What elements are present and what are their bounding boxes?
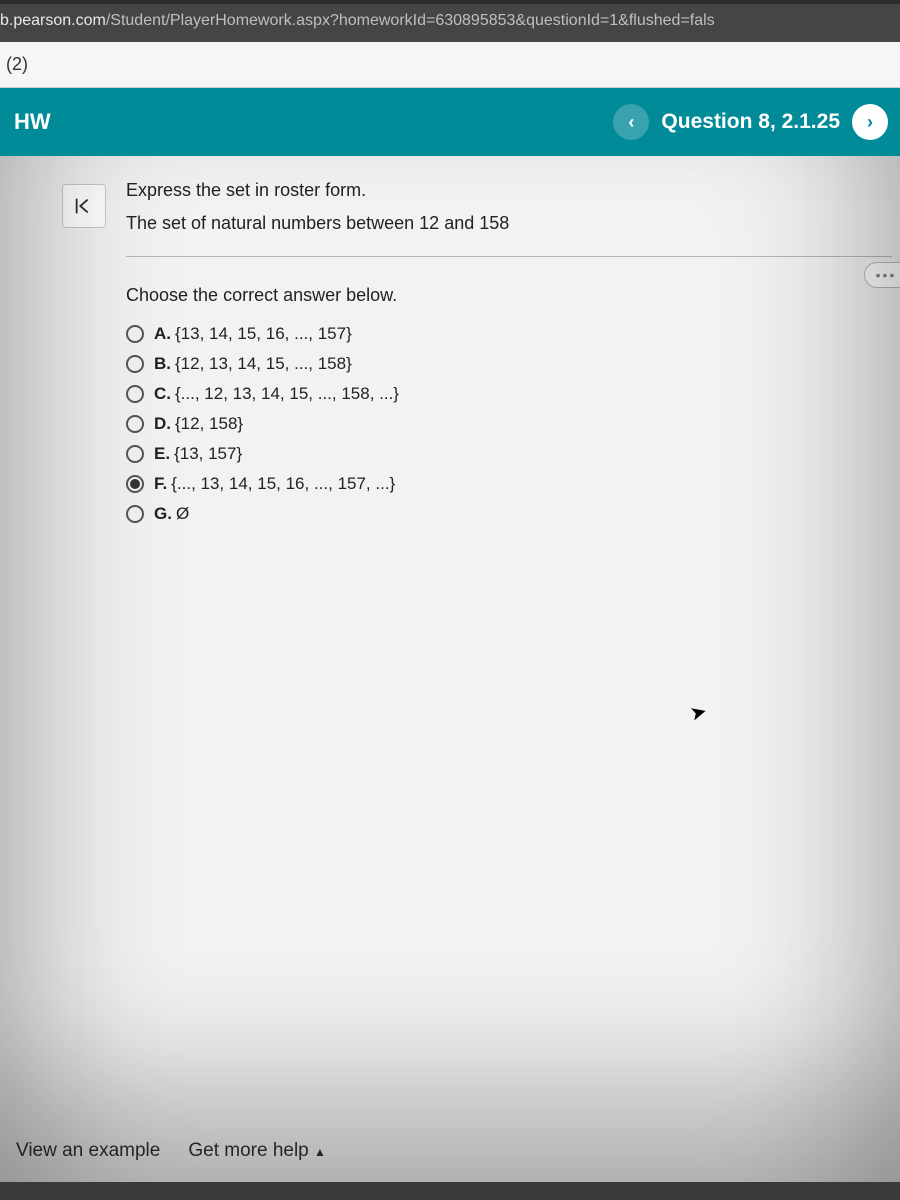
question-panel: Express the set in roster form. The set …	[126, 180, 900, 524]
radio-a[interactable]	[126, 325, 144, 343]
address-bar[interactable]: b.pearson.com/Student/PlayerHomework.asp…	[0, 4, 900, 42]
content-area: Express the set in roster form. The set …	[0, 156, 900, 1182]
question-title: Question 8, 2.1.25	[661, 110, 840, 134]
collapse-sidebar-button[interactable]	[62, 184, 106, 228]
choose-label: Choose the correct answer below.	[126, 285, 892, 306]
answer-options: A.{13, 14, 15, 16, ..., 157} B.{12, 13, …	[126, 324, 892, 524]
divider	[126, 256, 892, 257]
option-g[interactable]: G.Ø	[126, 504, 892, 524]
option-b[interactable]: B.{12, 13, 14, 15, ..., 158}	[126, 354, 892, 374]
option-a[interactable]: A.{13, 14, 15, 16, ..., 157}	[126, 324, 892, 344]
get-more-help-link[interactable]: Get more help ▲	[188, 1140, 326, 1162]
assignment-label: HW	[14, 109, 51, 135]
prompt-instruction: Express the set in roster form.	[126, 180, 892, 201]
option-d[interactable]: D.{12, 158}	[126, 414, 892, 434]
help-bar: View an example Get more help ▲	[16, 1140, 326, 1162]
url-host: b.pearson.com	[0, 12, 106, 29]
cursor-icon: ➤	[687, 698, 710, 726]
radio-d[interactable]	[126, 415, 144, 433]
radio-g[interactable]	[126, 505, 144, 523]
collapse-left-icon	[73, 195, 95, 217]
question-nav: ‹ Question 8, 2.1.25 ›	[613, 104, 888, 140]
question-toolbar: HW ‹ Question 8, 2.1.25 ›	[0, 88, 900, 156]
radio-e[interactable]	[126, 445, 144, 463]
radio-c[interactable]	[126, 385, 144, 403]
radio-b[interactable]	[126, 355, 144, 373]
caret-up-icon: ▲	[314, 1145, 326, 1159]
tab-strip: (2)	[0, 42, 900, 88]
url-path: /Student/PlayerHomework.aspx?homeworkId=…	[106, 12, 715, 29]
prev-question-button[interactable]: ‹	[613, 104, 649, 140]
more-options-button[interactable]: •••	[864, 262, 900, 288]
prompt-set-description: The set of natural numbers between 12 an…	[126, 213, 892, 234]
option-c[interactable]: C.{..., 12, 13, 14, 15, ..., 158, ...}	[126, 384, 892, 404]
next-question-button[interactable]: ›	[852, 104, 888, 140]
tab-label[interactable]: (2)	[6, 54, 28, 74]
radio-f[interactable]	[126, 475, 144, 493]
view-example-link[interactable]: View an example	[16, 1140, 160, 1162]
option-f[interactable]: F.{..., 13, 14, 15, 16, ..., 157, ...}	[126, 474, 892, 494]
option-e[interactable]: E.{13, 157}	[126, 444, 892, 464]
